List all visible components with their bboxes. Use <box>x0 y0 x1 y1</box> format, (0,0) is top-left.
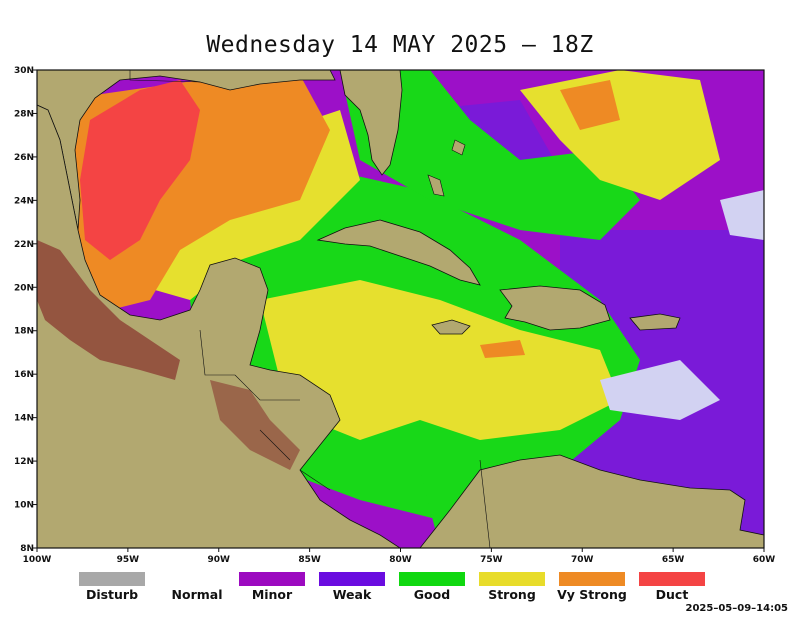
land-highlands-mexico <box>37 240 180 380</box>
legend-swatch <box>399 572 465 586</box>
legend-label: Duct <box>655 587 689 602</box>
legend-swatch <box>559 572 625 586</box>
lat-tick-label: 8N <box>20 544 34 554</box>
lat-tick-label: 30N <box>14 66 34 76</box>
duct-region <box>80 80 200 260</box>
longitude-axis: 100W 95W 90W 85W 80W 75W 70W 65W 60W <box>23 548 776 565</box>
normal-patch-ne <box>720 190 764 240</box>
lon-tick-label: 70W <box>571 555 594 565</box>
land-jamaica <box>431 319 471 335</box>
land-cuba <box>316 219 481 286</box>
lon-tick-label: 85W <box>298 555 321 565</box>
lat-tick-label: 12N <box>14 457 34 467</box>
legend-swatch <box>79 572 145 586</box>
normal-patch-e <box>600 360 720 420</box>
legend-label: Strong <box>488 587 536 602</box>
map-plot-area <box>37 70 764 548</box>
legend-item-strong: Strong <box>472 572 552 602</box>
lat-tick-label: 24N <box>14 196 34 206</box>
lat-tick-label: 16N <box>14 370 34 380</box>
legend-item-weak: Weak <box>312 572 392 602</box>
legend-swatch <box>639 572 705 586</box>
land-puerto-rico <box>629 313 681 331</box>
lon-tick-label: 65W <box>662 555 685 565</box>
good-region-north <box>340 70 640 240</box>
legend-label: Vy Strong <box>557 587 627 602</box>
legend-label: Weak <box>332 587 372 602</box>
legend-label: Minor <box>251 587 293 602</box>
land-florida <box>339 70 403 176</box>
legend-item-disturb: Disturb <box>72 572 152 602</box>
legend-item-normal: Normal <box>157 572 237 602</box>
legend-label: Disturb <box>85 587 139 602</box>
legend-swatch <box>239 572 305 586</box>
land-bahamas-2 <box>451 139 466 156</box>
lat-tick-label: 26N <box>14 153 34 163</box>
vy-strong-region-2 <box>560 80 620 130</box>
legend-item-good: Good <box>392 572 472 602</box>
lat-tick-label: 18N <box>14 327 34 337</box>
lat-tick-label: 10N <box>14 501 34 511</box>
legend-swatch <box>319 572 385 586</box>
timestamp: 2025–05–09–14:05 <box>685 603 789 614</box>
lon-tick-label: 95W <box>117 555 140 565</box>
lon-tick-label: 60W <box>753 555 776 565</box>
land-mexico-central-america <box>37 104 401 548</box>
latitude-axis: 30N 28N 26N 24N 22N 20N 18N 16N 14N 12N 10N 8N <box>14 66 37 554</box>
lon-tick-label: 80W <box>389 555 412 565</box>
lat-tick-label: 20N <box>14 283 34 293</box>
lon-tick-label: 75W <box>480 555 503 565</box>
lat-tick-label: 22N <box>14 240 34 250</box>
vy-strong-region-4 <box>480 340 525 358</box>
lon-tick-label: 90W <box>208 555 231 565</box>
legend-label: Good <box>413 587 451 602</box>
strong-region-caribbean <box>260 280 620 440</box>
legend-item-minor: Minor <box>232 572 312 602</box>
lat-tick-label: 28N <box>14 109 34 119</box>
lat-tick-label: 14N <box>14 414 34 424</box>
legend-item-duct: Duct <box>632 572 712 602</box>
legend-swatch <box>164 572 230 586</box>
map-title: Wednesday 14 MAY 2025 — 18Z <box>206 32 594 58</box>
land-south-america <box>419 454 764 548</box>
land-hispaniola <box>499 285 611 331</box>
border-lines <box>129 70 491 548</box>
legend-item-vy-strong: Vy Strong <box>552 572 632 602</box>
legend: Disturb Normal Minor Weak Good Strong Vy… <box>0 572 800 604</box>
lon-tick-label: 100W <box>23 555 52 565</box>
land-bahamas-1 <box>427 174 445 197</box>
legend-swatch <box>479 572 545 586</box>
legend-label: Normal <box>171 587 223 602</box>
